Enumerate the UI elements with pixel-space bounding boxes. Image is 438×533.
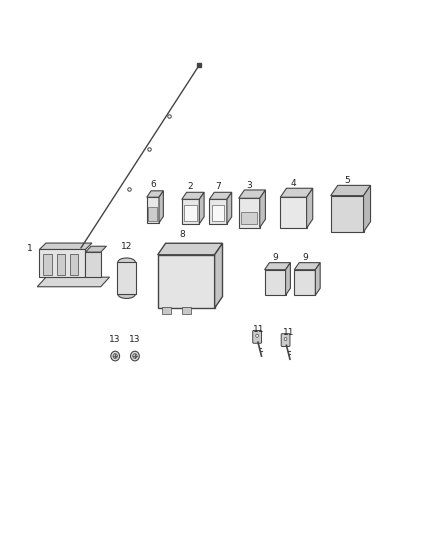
Text: 12: 12 xyxy=(121,241,132,251)
Polygon shape xyxy=(39,249,85,277)
Bar xyxy=(293,217,300,224)
Text: 8: 8 xyxy=(180,230,186,239)
Polygon shape xyxy=(37,277,110,287)
Bar xyxy=(304,279,309,284)
Polygon shape xyxy=(162,307,171,314)
Polygon shape xyxy=(148,207,157,221)
Bar xyxy=(297,279,302,284)
Ellipse shape xyxy=(133,354,137,358)
Polygon shape xyxy=(286,263,290,295)
Ellipse shape xyxy=(131,351,139,361)
Polygon shape xyxy=(280,188,313,197)
Text: 3: 3 xyxy=(246,181,252,190)
Polygon shape xyxy=(265,263,290,270)
Polygon shape xyxy=(209,192,232,199)
Text: 7: 7 xyxy=(215,182,221,191)
Ellipse shape xyxy=(111,351,120,361)
Bar xyxy=(304,286,309,292)
Ellipse shape xyxy=(118,258,135,266)
Text: 4: 4 xyxy=(291,179,296,188)
Polygon shape xyxy=(315,263,320,295)
Ellipse shape xyxy=(256,334,258,337)
Bar xyxy=(334,220,340,228)
Polygon shape xyxy=(239,190,265,198)
Text: 6: 6 xyxy=(150,180,156,189)
Polygon shape xyxy=(70,254,78,275)
Ellipse shape xyxy=(118,290,135,298)
Polygon shape xyxy=(212,205,224,221)
Polygon shape xyxy=(159,191,163,223)
Bar xyxy=(284,208,290,214)
Text: 9: 9 xyxy=(272,253,278,262)
Bar xyxy=(284,217,290,224)
Bar xyxy=(268,279,272,284)
Bar xyxy=(275,286,279,292)
Ellipse shape xyxy=(113,354,117,358)
Polygon shape xyxy=(241,212,257,224)
Polygon shape xyxy=(182,307,191,314)
Polygon shape xyxy=(43,254,52,275)
Polygon shape xyxy=(117,262,136,294)
Polygon shape xyxy=(239,198,260,228)
Polygon shape xyxy=(294,263,320,270)
Text: 9: 9 xyxy=(302,253,308,262)
Polygon shape xyxy=(158,243,223,255)
Polygon shape xyxy=(182,199,199,224)
Bar xyxy=(297,286,302,292)
Bar xyxy=(352,220,358,228)
Polygon shape xyxy=(85,246,106,252)
Bar xyxy=(352,208,358,216)
Text: 13: 13 xyxy=(129,335,141,344)
Bar xyxy=(268,286,272,292)
Polygon shape xyxy=(265,270,286,295)
Polygon shape xyxy=(280,197,307,228)
Text: 11: 11 xyxy=(283,328,294,337)
Polygon shape xyxy=(184,205,197,221)
Polygon shape xyxy=(57,254,65,275)
Polygon shape xyxy=(158,255,215,308)
Text: 13: 13 xyxy=(110,335,121,344)
Polygon shape xyxy=(331,196,364,232)
Polygon shape xyxy=(39,243,92,249)
Polygon shape xyxy=(294,270,315,295)
Bar xyxy=(343,220,349,228)
Text: 1: 1 xyxy=(26,244,32,253)
FancyBboxPatch shape xyxy=(281,334,290,346)
Text: 11: 11 xyxy=(253,325,265,334)
FancyBboxPatch shape xyxy=(161,259,209,304)
Polygon shape xyxy=(147,197,159,223)
Polygon shape xyxy=(215,243,223,308)
Polygon shape xyxy=(331,185,371,196)
Bar xyxy=(343,208,349,216)
Polygon shape xyxy=(307,188,313,228)
Polygon shape xyxy=(227,192,232,224)
Polygon shape xyxy=(147,191,163,197)
Text: 2: 2 xyxy=(188,182,193,191)
Ellipse shape xyxy=(124,279,129,285)
Text: 5: 5 xyxy=(344,176,350,185)
FancyBboxPatch shape xyxy=(253,330,261,343)
Bar xyxy=(334,208,340,216)
Polygon shape xyxy=(260,190,265,228)
Polygon shape xyxy=(364,185,371,232)
Polygon shape xyxy=(199,192,204,224)
Polygon shape xyxy=(182,192,204,199)
Ellipse shape xyxy=(122,278,131,287)
Polygon shape xyxy=(85,252,101,277)
Bar xyxy=(275,279,279,284)
Bar xyxy=(293,208,300,214)
Ellipse shape xyxy=(284,337,287,341)
Polygon shape xyxy=(209,199,227,224)
